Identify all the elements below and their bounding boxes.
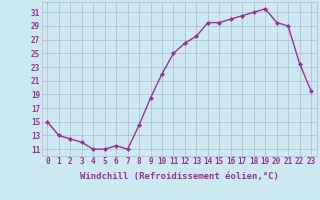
X-axis label: Windchill (Refroidissement éolien,°C): Windchill (Refroidissement éolien,°C) [80,172,279,181]
